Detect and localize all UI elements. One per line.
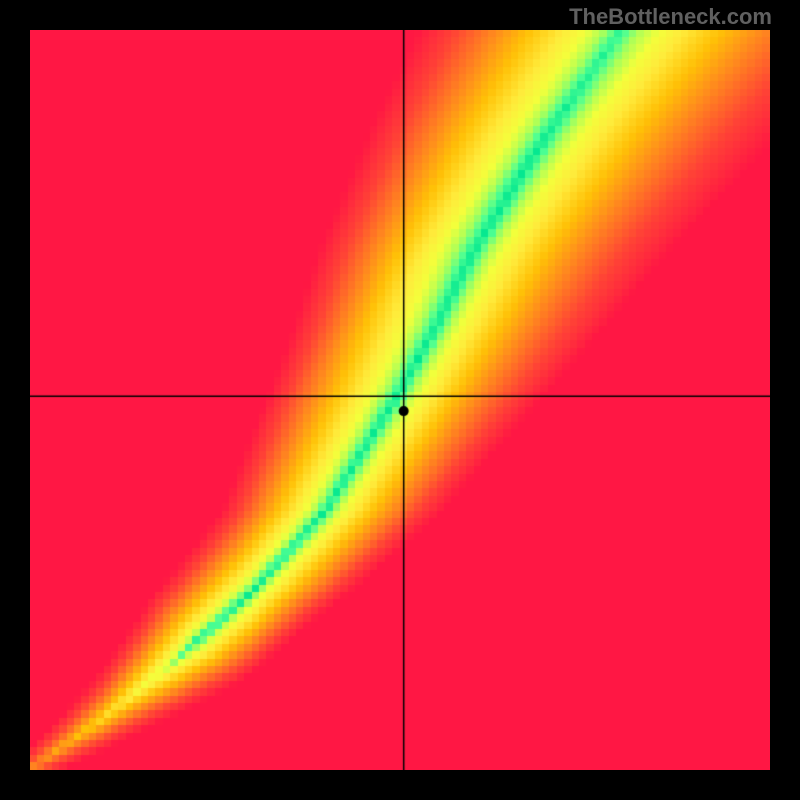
watermark-text: TheBottleneck.com xyxy=(569,4,772,30)
chart-frame: TheBottleneck.com xyxy=(0,0,800,800)
bottleneck-heatmap-canvas xyxy=(30,30,770,770)
